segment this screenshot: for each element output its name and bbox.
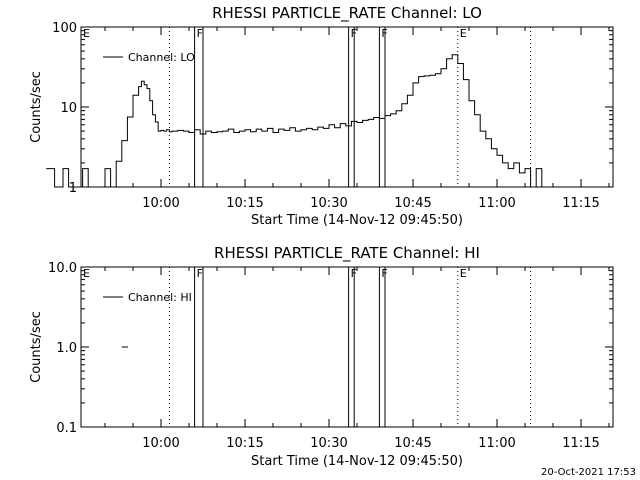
flag-label: E [83,27,90,40]
y-tick-label: 1.0 [56,341,77,356]
y-tick-label: 10 [60,101,77,116]
y-axis-label: Counts/sec [29,311,44,383]
x-tick-label: 11:00 [478,196,515,211]
hi-channel-panel: RHESSI PARTICLE_RATE Channel: HI Counts/s… [29,244,614,469]
flag-label: E [83,267,90,280]
y-axis-label: Counts/sec [29,71,44,143]
x-tick-label: 10:30 [310,196,347,211]
flag-label: F [197,27,203,40]
legend-label: Channel: HI [128,291,192,304]
x-tick-label: 10:45 [394,196,431,211]
lo-channel-panel: RHESSI PARTICLE_RATE Channel: LO Counts/s… [29,4,614,228]
x-axis-label: Start Time (14-Nov-12 09:45:50) [251,454,463,469]
x-axis-label: Start Time (14-Nov-12 09:45:50) [251,213,463,228]
flag-label: F [197,267,203,280]
x-tick-label: 10:30 [310,436,347,451]
y-tick-label: 10.0 [48,261,77,276]
y-tick-label: 0.1 [56,421,77,436]
x-tick-label: 11:00 [478,436,515,451]
flag-label: E [460,27,467,40]
series-line [46,54,574,188]
y-tick-label: 1 [69,181,77,196]
x-tick-label: 10:45 [394,436,431,451]
chart-title: RHESSI PARTICLE_RATE Channel: HI [214,244,480,263]
x-tick-label: 10:15 [226,436,263,451]
x-tick-label: 10:00 [142,196,179,211]
y-tick-label: 100 [52,21,77,36]
x-tick-label: 11:15 [562,196,599,211]
flag-label: E [460,267,467,280]
legend-label: Channel: LO [128,51,195,64]
chart-title: RHESSI PARTICLE_RATE Channel: LO [212,4,482,23]
x-tick-label: 10:15 [226,196,263,211]
x-tick-label: 10:00 [142,436,179,451]
x-tick-label: 11:15 [562,436,599,451]
plot-timestamp: 20-Oct-2021 17:53 [541,467,636,478]
